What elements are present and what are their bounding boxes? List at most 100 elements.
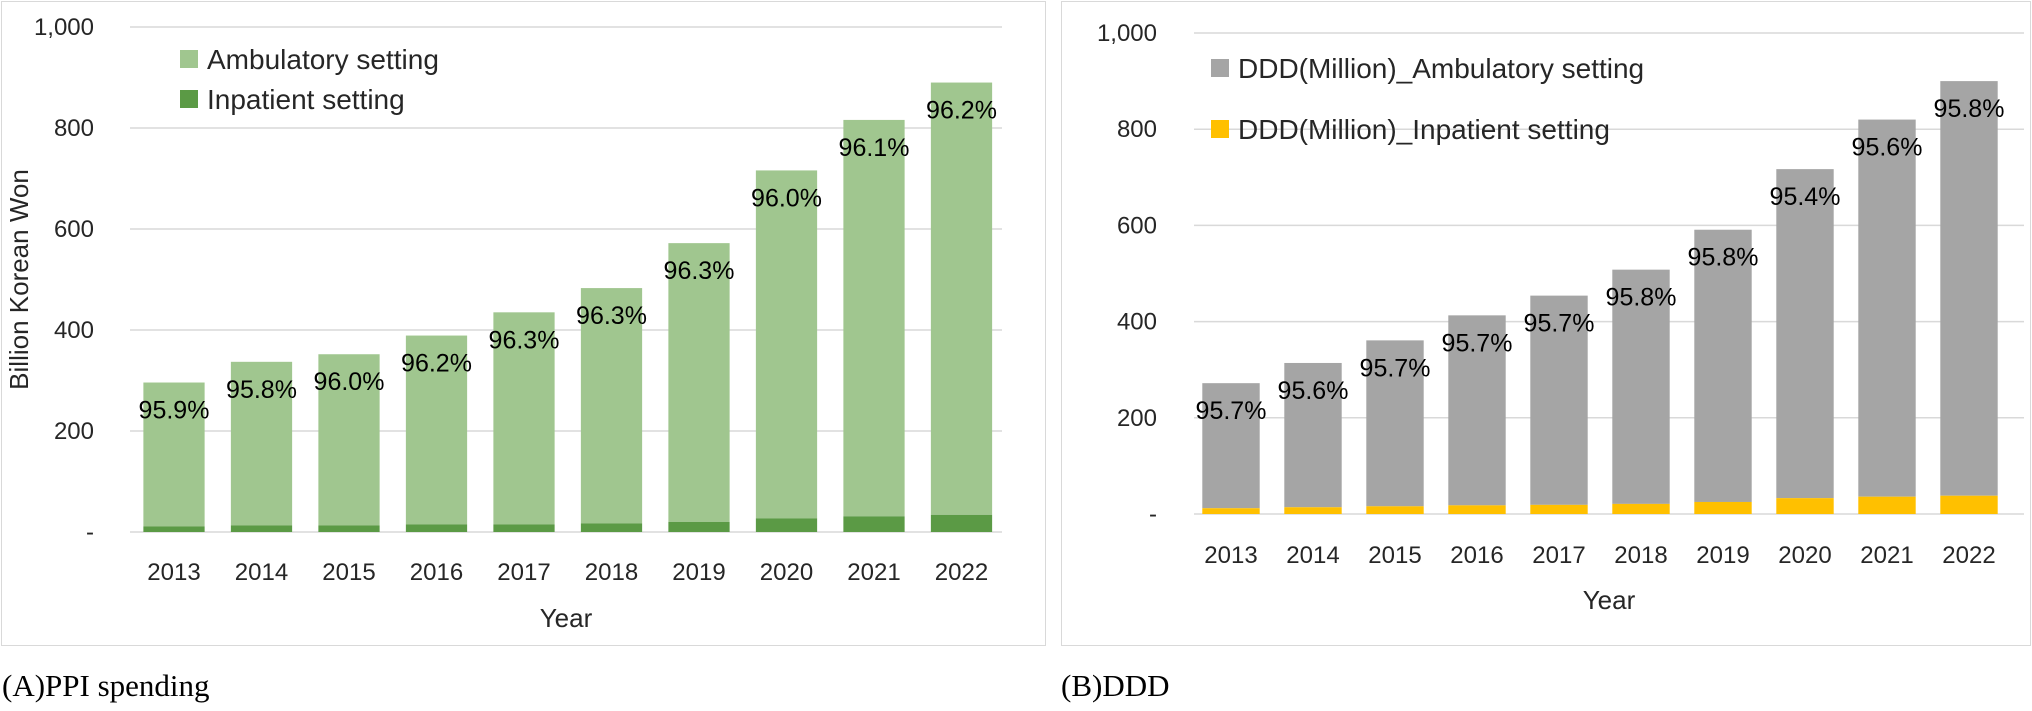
legend-swatch xyxy=(1211,120,1229,138)
bar-ddd-ambulatory xyxy=(1694,229,1752,502)
x-tick-label: 2020 xyxy=(760,559,813,586)
x-tick-label: 2015 xyxy=(1368,542,1421,569)
x-tick-label: 2018 xyxy=(585,559,638,586)
x-tick-label: 2019 xyxy=(672,559,725,586)
legend-swatch xyxy=(1211,59,1229,77)
bar-ddd-inpatient xyxy=(1694,501,1752,514)
chart-svg-ppi-spending: - 200 400 600 800 1,000 95.9% 2013 95.8% 2014 96.0… xyxy=(4,14,1002,633)
data-label: 95.4% xyxy=(1770,183,1841,211)
x-axis-title: Year xyxy=(1583,585,1636,615)
bar-inpatient xyxy=(843,516,905,532)
bar-ddd-inpatient xyxy=(1530,504,1588,514)
bar-inpatient xyxy=(405,524,468,532)
bar-ambulatory xyxy=(318,354,380,526)
bar-ambulatory xyxy=(843,119,905,517)
bar-inpatient xyxy=(143,526,205,532)
x-tick-label: 2022 xyxy=(935,559,988,586)
bar-ambulatory xyxy=(930,82,993,515)
bar-ddd-ambulatory xyxy=(1612,269,1670,504)
legend-label: DDD(Million)_Ambulatory setting xyxy=(1238,53,1644,84)
legend-swatch xyxy=(180,50,198,68)
data-label: 96.2% xyxy=(926,97,997,125)
bar-ddd-inpatient xyxy=(1858,496,1916,514)
bar-inpatient xyxy=(230,525,293,532)
y-tick-label: 600 xyxy=(54,216,94,243)
legend-label: Inpatient setting xyxy=(207,84,405,115)
y-tick-label: 400 xyxy=(1117,309,1157,336)
bar-ambulatory xyxy=(493,312,555,525)
caption-ppi-spending: (A)PPI spending xyxy=(2,668,210,703)
y-tick-label: 1,000 xyxy=(34,14,94,41)
bar-ddd-inpatient xyxy=(1284,507,1342,514)
x-tick-label: 2014 xyxy=(1286,542,1339,569)
bar-ddd-ambulatory xyxy=(1284,362,1342,508)
data-label: 96.3% xyxy=(664,257,735,285)
data-label: 95.7% xyxy=(1442,329,1513,357)
bar-inpatient xyxy=(580,523,643,532)
data-label: 95.8% xyxy=(1934,95,2005,123)
bar-ambulatory xyxy=(405,335,468,525)
data-label: 95.8% xyxy=(1688,244,1759,272)
bar-ddd-inpatient xyxy=(1448,505,1506,514)
chart-panel-ppi-spending: - 200 400 600 800 1,000 95.9% 2013 95.8% 2014 96.0… xyxy=(1,1,1046,646)
x-tick-label: 2020 xyxy=(1778,542,1831,569)
chart-panel-ddd: - 200 400 600 800 1,000 95.7% 2013 95.6% 2014 95.7… xyxy=(1061,1,2031,646)
x-tick-label: 2016 xyxy=(410,559,463,586)
y-tick-label: 400 xyxy=(54,317,94,344)
legend-label: Ambulatory setting xyxy=(207,44,439,75)
data-label: 95.7% xyxy=(1524,310,1595,338)
bar-ddd-inpatient xyxy=(1366,506,1424,514)
y-axis-title: Billion Korean Won xyxy=(4,169,34,390)
x-tick-label: 2013 xyxy=(1204,542,1257,569)
x-tick-label: 2021 xyxy=(1860,542,1913,569)
data-label: 96.1% xyxy=(839,134,910,162)
x-tick-label: 2019 xyxy=(1696,542,1749,569)
bar-ddd-ambulatory xyxy=(1530,295,1588,505)
bar-ddd-ambulatory xyxy=(1202,383,1260,509)
bar-ddd-inpatient xyxy=(1202,508,1260,514)
x-tick-label: 2016 xyxy=(1450,542,1503,569)
data-label: 95.8% xyxy=(226,376,297,404)
chart-svg-ddd: - 200 400 600 800 1,000 95.7% 2013 95.6% 2014 95.7… xyxy=(1097,20,2024,615)
data-label: 95.8% xyxy=(1606,284,1677,312)
bar-ambulatory xyxy=(230,361,293,526)
bar-ambulatory xyxy=(580,288,643,524)
y-tick-label: 600 xyxy=(1117,212,1157,239)
bar-ambulatory xyxy=(143,382,205,527)
data-label: 96.0% xyxy=(751,184,822,212)
y-tick-label: 200 xyxy=(54,418,94,445)
y-tick-label: - xyxy=(86,519,94,546)
x-tick-label: 2015 xyxy=(322,559,375,586)
bar-ambulatory xyxy=(755,170,818,519)
data-label: 95.9% xyxy=(139,397,210,425)
data-label: 95.6% xyxy=(1278,377,1349,405)
bar-ddd-ambulatory xyxy=(1776,169,1834,499)
bar-inpatient xyxy=(930,514,993,532)
data-label: 96.0% xyxy=(314,368,385,396)
x-tick-label: 2022 xyxy=(1942,542,1995,569)
x-tick-label: 2021 xyxy=(847,559,900,586)
bar-ddd-ambulatory xyxy=(1448,315,1506,506)
bar-inpatient xyxy=(668,521,730,532)
data-label: 96.3% xyxy=(489,326,560,354)
data-label: 95.6% xyxy=(1852,134,1923,162)
x-axis-title: Year xyxy=(540,603,593,633)
bar-ddd-inpatient xyxy=(1776,498,1834,514)
data-label: 96.2% xyxy=(401,350,472,378)
bar-ddd-ambulatory xyxy=(1940,81,1998,496)
legend-swatch xyxy=(180,90,198,108)
bar-inpatient xyxy=(318,525,380,532)
bar-ddd-inpatient xyxy=(1612,503,1670,514)
y-tick-label: 800 xyxy=(1117,116,1157,143)
x-tick-label: 2017 xyxy=(497,559,550,586)
data-label: 95.7% xyxy=(1360,354,1431,382)
bar-inpatient xyxy=(755,518,818,532)
x-tick-label: 2013 xyxy=(147,559,200,586)
y-tick-label: 1,000 xyxy=(1097,20,1157,47)
x-tick-label: 2018 xyxy=(1614,542,1667,569)
data-label: 95.7% xyxy=(1196,397,1267,425)
data-label: 96.3% xyxy=(576,302,647,330)
x-tick-label: 2017 xyxy=(1532,542,1585,569)
bar-ambulatory xyxy=(668,243,730,522)
y-tick-label: 800 xyxy=(54,115,94,142)
